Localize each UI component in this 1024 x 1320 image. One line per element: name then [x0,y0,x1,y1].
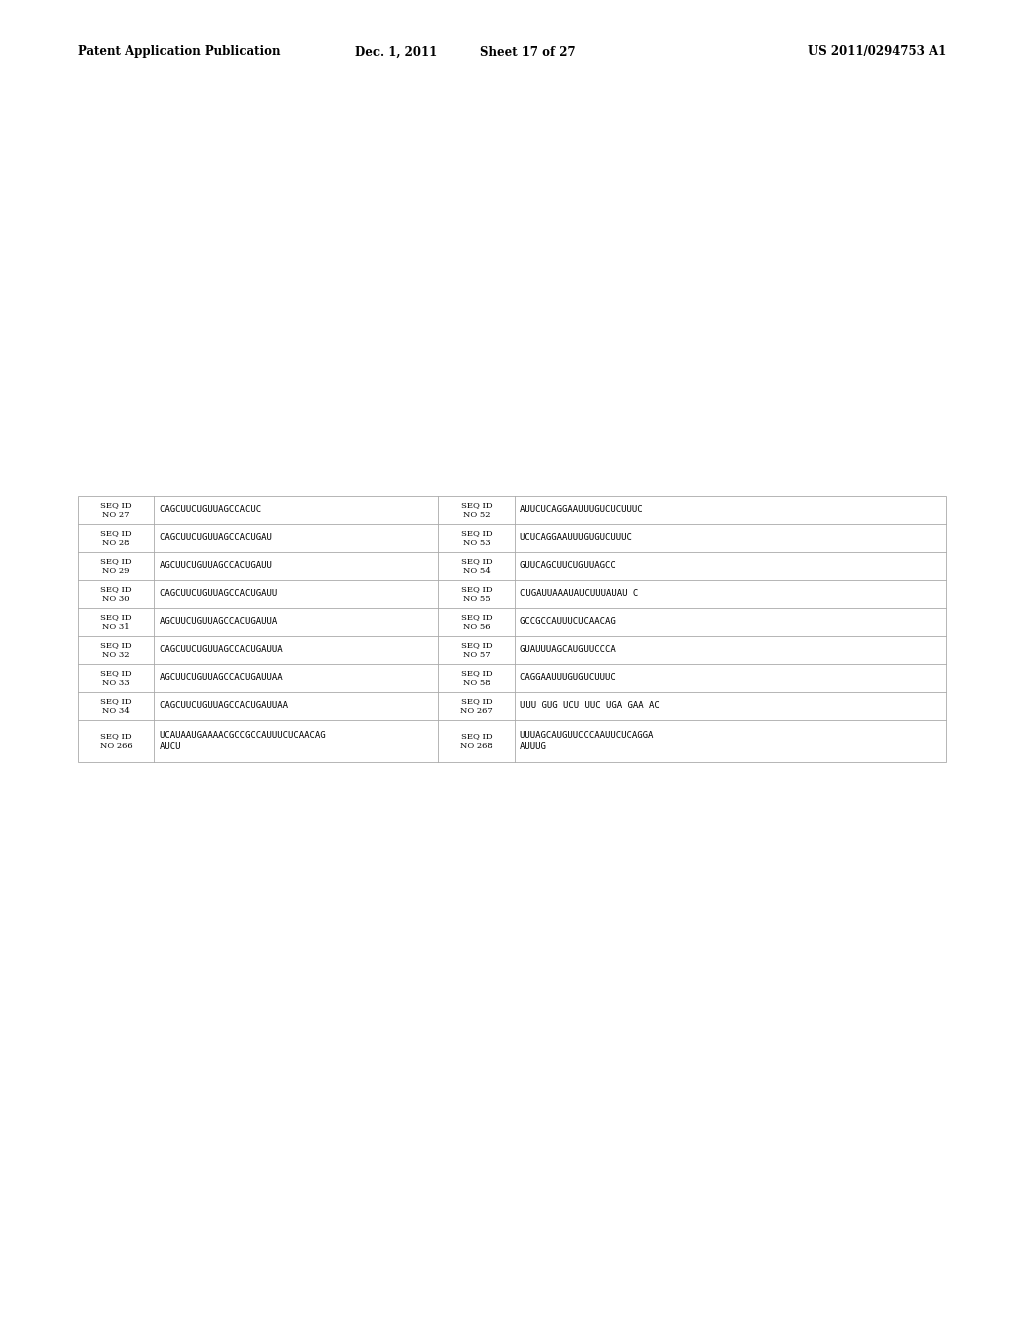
Text: AGCUUCUGUUAGCCACUGAUUA: AGCUUCUGUUAGCCACUGAUUA [160,618,278,627]
Text: SEQ ID
NO 57: SEQ ID NO 57 [461,642,493,659]
Text: SEQ ID
NO 55: SEQ ID NO 55 [461,585,493,603]
Text: SEQ ID
NO 30: SEQ ID NO 30 [100,585,132,603]
Text: GUUCAGCUUCUGUUAGCC: GUUCAGCUUCUGUUAGCC [519,561,616,570]
Text: US 2011/0294753 A1: US 2011/0294753 A1 [808,45,946,58]
Text: UUU GUG UCU UUC UGA GAA AC: UUU GUG UCU UUC UGA GAA AC [519,701,659,710]
Text: GUAUUUAGCAUGUUCCCA: GUAUUUAGCAUGUUCCCA [519,645,616,655]
Text: CAGGAAUUUGUGUCUUUC: CAGGAAUUUGUGUCUUUC [519,673,616,682]
Text: UCUCAGGAAUUUGUGUCUUUC: UCUCAGGAAUUUGUGUCUUUC [519,533,633,543]
Text: Sheet 17 of 27: Sheet 17 of 27 [480,45,575,58]
Text: AUUCUCAGGAAUUUGUCUCUUUC: AUUCUCAGGAAUUUGUCUCUUUC [519,506,643,515]
Text: SEQ ID
NO 52: SEQ ID NO 52 [461,502,493,519]
Text: SEQ ID
NO 56: SEQ ID NO 56 [461,614,493,631]
Text: SEQ ID
NO 54: SEQ ID NO 54 [461,557,493,574]
Text: SEQ ID
NO 31: SEQ ID NO 31 [100,614,132,631]
Text: SEQ ID
NO 266: SEQ ID NO 266 [100,733,132,750]
Text: CAGCUUCUGUUAGCCACUGAUUAA: CAGCUUCUGUUAGCCACUGAUUAA [160,701,289,710]
Text: UCAUAAUGAAAACGCCGCCAUUUCUCAACAG
AUCU: UCAUAAUGAAAACGCCGCCAUUUCUCAACAG AUCU [160,731,326,751]
Text: CAGCUUCUGUUAGCCACUC: CAGCUUCUGUUAGCCACUC [160,506,261,515]
Text: SEQ ID
NO 32: SEQ ID NO 32 [100,642,132,659]
Text: SEQ ID
NO 53: SEQ ID NO 53 [461,529,493,546]
Text: Patent Application Publication: Patent Application Publication [78,45,281,58]
Text: SEQ ID
NO 27: SEQ ID NO 27 [100,502,132,519]
Text: CAGCUUCUGUUAGCCACUGAUU: CAGCUUCUGUUAGCCACUGAUU [160,590,278,598]
Text: GCCGCCAUUUCUCAACAG: GCCGCCAUUUCUCAACAG [519,618,616,627]
Text: UUUAGCAUGUUCCCAAUUCUCAGGA
AUUUG: UUUAGCAUGUUCCCAAUUCUCAGGA AUUUG [519,731,654,751]
Text: CAGCUUCUGUUAGCCACUGAU: CAGCUUCUGUUAGCCACUGAU [160,533,272,543]
Text: AGCUUCUGUUAGCCACUGAUUAA: AGCUUCUGUUAGCCACUGAUUAA [160,673,283,682]
Bar [78,496,946,762]
Text: SEQ ID
NO 267: SEQ ID NO 267 [460,697,493,714]
Text: SEQ ID
NO 29: SEQ ID NO 29 [100,557,132,574]
Text: SEQ ID
NO 34: SEQ ID NO 34 [100,697,132,714]
Text: SEQ ID
NO 58: SEQ ID NO 58 [461,669,493,686]
Text: CUGAUUAAAUAUCUUUAUAU C: CUGAUUAAAUAUCUUUAUAU C [519,590,638,598]
Text: SEQ ID
NO 28: SEQ ID NO 28 [100,529,132,546]
Text: AGCUUCUGUUAGCCACUGAUU: AGCUUCUGUUAGCCACUGAUU [160,561,272,570]
Text: SEQ ID
NO 33: SEQ ID NO 33 [100,669,132,686]
Text: CAGCUUCUGUUAGCCACUGAUUA: CAGCUUCUGUUAGCCACUGAUUA [160,645,283,655]
Text: SEQ ID
NO 268: SEQ ID NO 268 [460,733,493,750]
Text: Dec. 1, 2011: Dec. 1, 2011 [355,45,437,58]
